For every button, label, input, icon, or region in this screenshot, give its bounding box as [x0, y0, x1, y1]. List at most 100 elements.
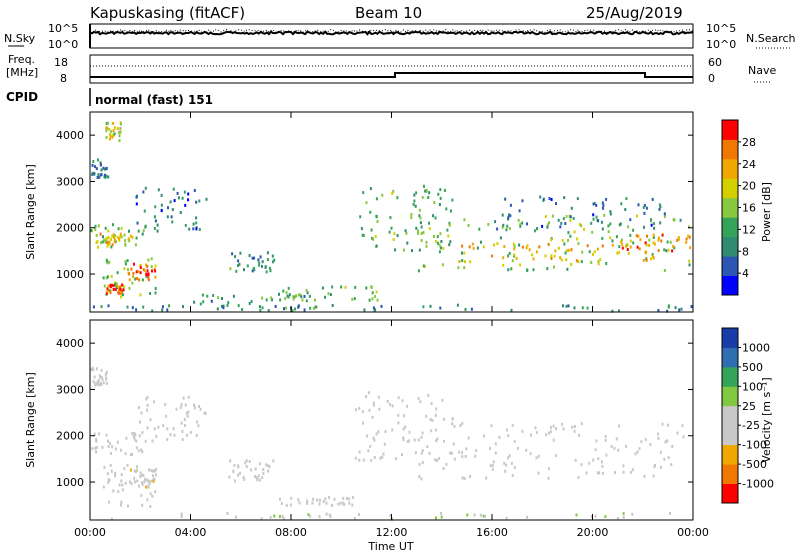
power-cell — [177, 196, 180, 200]
power-cell — [602, 206, 604, 210]
power-cell — [440, 240, 443, 243]
power-cell — [519, 222, 522, 226]
power-cell — [142, 305, 145, 309]
velocity-cell — [378, 407, 381, 411]
velocity-cell — [513, 440, 516, 444]
velocity-cell — [139, 475, 142, 479]
velocity-cell — [358, 513, 360, 516]
power-cell — [659, 221, 662, 225]
power-cell — [439, 232, 442, 236]
power-cell — [303, 295, 306, 298]
power-cell — [173, 199, 176, 203]
power-cell — [374, 295, 377, 298]
power-cell — [502, 263, 505, 267]
velocity-cell — [100, 368, 103, 372]
power-cell — [108, 128, 111, 131]
power-cell — [619, 222, 622, 226]
power-cell — [351, 297, 354, 301]
velocity-cell — [369, 444, 372, 448]
power-cell — [688, 235, 691, 239]
velocity-cell — [289, 503, 292, 507]
velocity-cell — [120, 500, 123, 504]
velocity-cell — [373, 456, 376, 459]
velocity-cell — [233, 479, 236, 483]
velocity-cell — [549, 426, 552, 429]
velocity-cell — [420, 451, 423, 455]
power-cell — [160, 208, 163, 212]
power-cell — [201, 293, 204, 297]
velocity-cell — [96, 380, 99, 384]
power-cell — [577, 260, 580, 264]
power-cell — [412, 202, 415, 206]
velocity-cell — [262, 468, 265, 471]
power-cell — [461, 251, 463, 255]
velocity-cell — [99, 375, 101, 379]
velocity-cell — [372, 401, 375, 405]
power-cell — [150, 265, 153, 268]
velocity-cell — [373, 403, 375, 407]
power-cell — [663, 212, 666, 216]
power-cell — [105, 276, 108, 280]
velocity-cell — [92, 380, 95, 384]
velocity-cell — [450, 451, 453, 455]
power-cell — [471, 242, 474, 246]
power-cell — [121, 283, 124, 287]
power-cell — [362, 233, 365, 237]
power-cell — [354, 285, 357, 289]
velocity-cell — [237, 473, 239, 477]
colorbar-tick-label: 28 — [742, 136, 756, 149]
power-cell — [292, 297, 295, 301]
power-cell — [232, 294, 235, 298]
velocity-cell — [391, 428, 394, 432]
power-cell — [494, 220, 497, 224]
velocity-cell — [552, 424, 555, 428]
velocity-cell — [382, 452, 385, 456]
power-cell — [161, 305, 164, 309]
power-cell — [258, 305, 261, 309]
power-cell — [536, 227, 539, 231]
power-cell — [105, 241, 108, 245]
power-cell — [119, 287, 122, 291]
power-cell — [496, 242, 499, 245]
velocity-cell — [116, 440, 119, 444]
power-cell — [142, 190, 145, 194]
colorbar-tick-label: -25 — [742, 419, 760, 432]
velocity-cell — [659, 450, 662, 454]
velocity-cell — [164, 402, 167, 406]
velocity-cell — [154, 469, 156, 473]
power-cell — [554, 249, 557, 253]
power-cell — [106, 236, 109, 240]
velocity-cell — [440, 515, 443, 519]
velocity-cell — [91, 366, 94, 370]
power-cell — [420, 225, 423, 229]
date-title: 25/Aug/2019 — [586, 4, 683, 22]
velocity-cell — [141, 503, 144, 507]
power-cell — [470, 307, 473, 311]
power-cell — [590, 221, 593, 225]
power-cell — [161, 308, 164, 312]
velocity-cell — [328, 496, 331, 499]
power-cell — [560, 258, 563, 262]
power-cell — [116, 271, 119, 275]
power-cell — [620, 240, 623, 244]
power-cell — [108, 242, 111, 246]
velocity-cell — [121, 488, 124, 492]
power-cell — [555, 202, 557, 206]
power-cell — [502, 223, 505, 227]
power-cell — [402, 248, 405, 252]
power-cell — [124, 239, 127, 242]
power-cell — [657, 309, 660, 312]
velocity-cell — [152, 478, 155, 482]
power-cell — [648, 243, 651, 247]
power-cell — [396, 234, 399, 238]
velocity-cell — [123, 467, 126, 471]
velocity-cell — [670, 463, 673, 467]
velocity-cell — [258, 478, 261, 482]
power-cell — [442, 247, 445, 250]
power-cell — [365, 286, 368, 290]
power-cell — [192, 227, 195, 231]
power-cell — [644, 241, 647, 245]
power-cell — [128, 239, 131, 243]
velocity-cell — [110, 469, 113, 473]
power-cell — [578, 222, 581, 226]
